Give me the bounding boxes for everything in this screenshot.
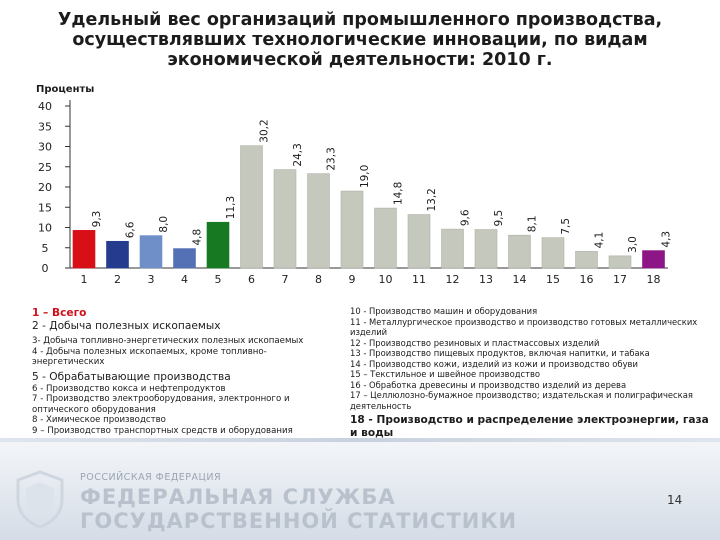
x-tick-label-4: 4 [181,273,188,286]
footer-banner: РОССИЙСКАЯ ФЕДЕРАЦИЯ ФЕДЕРАЛЬНАЯ СЛУЖБА … [0,438,720,540]
value-label-9: 19,0 [359,165,371,188]
legend-item-12: 12 - Производство резиновых и пластмассо… [350,337,600,348]
x-tick-label-1: 1 [81,273,88,286]
y-tick-label-15: 15 [38,201,52,214]
slide-title: Удельный вес организаций промышленного п… [20,10,700,70]
y-tick-label-20: 20 [38,181,52,194]
legend-item-15: 15 – Текстильное и швейное производство [350,369,541,379]
legend-item-7: 7 - Производство электрооборудования, эл… [32,394,290,415]
legend-item-10: 10 - Производство машин и оборудования [350,306,538,316]
value-label-11: 13,2 [426,188,438,211]
legend-item-17: 17 – Целлюлозно-бумажное производство; и… [350,390,693,411]
bar-14 [508,234,531,269]
bar-8 [307,173,330,269]
value-label-4: 4,8 [192,229,204,246]
y-tick-label-40: 40 [38,100,52,113]
bar-2 [106,240,129,269]
legend-item-11: 11 - Металлургическое производство и про… [350,316,698,338]
value-label-13: 9,5 [493,210,505,227]
y-tick-label-10: 10 [38,222,52,235]
value-label-17: 3,0 [627,236,639,253]
value-label-15: 7,5 [560,218,572,235]
legend-item-8: 8 - Химическое производство [32,415,166,425]
value-label-7: 24,3 [292,143,304,166]
x-tick-label-6: 6 [248,273,255,286]
bar-6 [240,145,263,269]
x-tick-label-13: 13 [479,273,493,286]
x-tick-label-15: 15 [546,273,560,286]
y-tick-label-0: 0 [42,262,49,275]
x-tick-label-12: 12 [446,273,460,286]
legend-item-3: 3- Добыча топливно-энергетических полезн… [32,336,304,346]
x-tick-label-7: 7 [282,273,289,286]
x-tick-label-5: 5 [215,273,222,286]
bar-chart: Проценты 0 5 10 15 20 25 30 35 40 9,3 1 6,6 2 8,0 3 4,8 4… [36,84,673,286]
y-tick-label-25: 25 [38,161,52,174]
x-tick-label-11: 11 [412,273,426,286]
x-tick-label-8: 8 [315,273,322,286]
legend-item-9: 9 – Производство транспортных средств и … [32,425,293,436]
bar-4 [173,248,196,269]
bar-7 [273,169,297,269]
legend-item-16: 16 - Обработка древесины и производство … [350,379,627,390]
value-label-2: 6,6 [125,221,137,238]
bar-12 [441,228,464,269]
value-label-18: 4,3 [661,231,673,248]
value-label-12: 9,6 [460,209,472,226]
bar-11 [407,214,431,269]
value-label-14: 8,1 [527,215,539,232]
y-tick-label-5: 5 [42,242,49,255]
legend-right: 10 - Производство машин и оборудования 1… [350,306,710,440]
bar-17 [608,255,632,269]
footer-country: РОССИЙСКАЯ ФЕДЕРАЦИЯ [80,472,222,483]
x-tick-label-9: 9 [349,273,356,286]
legend-item-1: 1 – Всего [32,307,87,319]
bar-13 [474,229,498,269]
legend-item-14: 14 - Производство кожи, изделий из кожи … [350,358,638,369]
x-tick-label-2: 2 [114,273,121,286]
footer-divider [0,438,720,442]
legend-item-6: 6 - Производство кокса и нефтепродуктов [32,383,226,394]
bar-9 [340,190,364,269]
footer-agency-line1: ФЕДЕРАЛЬНАЯ СЛУЖБА [80,485,396,509]
value-label-3: 8,0 [158,216,170,233]
x-tick-label-16: 16 [580,273,594,286]
bar-1 [72,230,96,269]
legend-item-2: 2 - Добыча полезных ископаемых [32,320,221,332]
bar-15 [541,237,565,269]
bar-5 [206,221,230,269]
title-line-3: экономической деятельности: 2010 г. [167,50,553,70]
bar-10 [374,207,397,269]
legend-item-5: 5 - Обрабатывающие производства [32,370,231,383]
x-tick-label-10: 10 [379,273,393,286]
legend-left: 1 – Всего 2 - Добыча полезных ископаемых… [32,307,332,436]
x-tick-label-18: 18 [647,273,661,286]
value-label-5: 11,3 [225,196,237,219]
value-label-1: 9,3 [91,211,103,228]
bar-16 [575,251,598,269]
value-label-8: 23,3 [326,147,338,170]
title-line-2: осуществлявших технологические инновации… [72,30,648,50]
bar-18 [642,250,665,269]
y-axis-label: Проценты [36,84,94,95]
x-tick-label-17: 17 [613,273,627,286]
x-tick-label-14: 14 [513,273,527,286]
legend-item-18: 18 - Производство и распределение электр… [350,414,709,439]
y-tick-label-35: 35 [38,120,52,133]
title-line-1: Удельный вес организаций промышленного п… [57,10,663,30]
bar-3 [139,235,163,269]
value-label-10: 14,8 [393,182,405,205]
footer-agency-line2: ГОСУДАРСТВЕННОЙ СТАТИСТИКИ [80,509,518,533]
x-tick-label-3: 3 [148,273,155,286]
emblem-icon [16,470,64,529]
value-label-16: 4,1 [594,232,606,249]
legend-item-4: 4 - Добыча полезных ископаемых, кроме то… [32,346,267,368]
legend-item-13: 13 - Производство пищевых продуктов, вкл… [350,348,650,358]
page-number: 14 [667,493,683,507]
y-tick-label-30: 30 [38,141,52,154]
value-label-6: 30,2 [259,119,271,142]
